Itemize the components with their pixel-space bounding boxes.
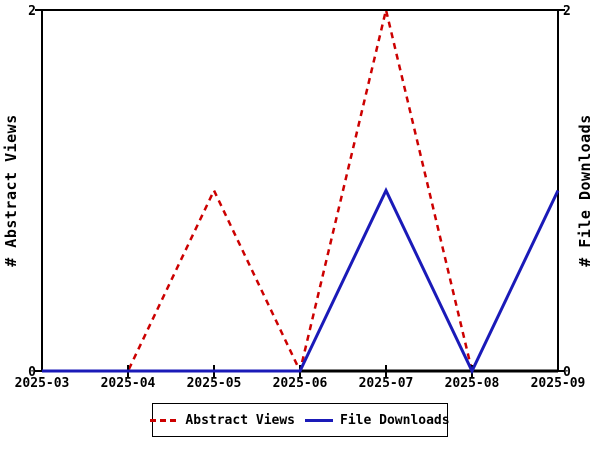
y-axis-label-left: # Abstract Views bbox=[2, 114, 20, 267]
y-tick-label-right: 2 bbox=[563, 4, 571, 19]
legend-dashed-line-icon bbox=[150, 418, 179, 422]
y-tick-label-right: 0 bbox=[563, 365, 571, 380]
x-tick-label: 2025-04 bbox=[101, 376, 156, 391]
legend-item-file-downloads: File Downloads bbox=[305, 413, 450, 428]
x-tick-label: 2025-05 bbox=[187, 376, 242, 391]
series-line-file-downloads bbox=[42, 187, 560, 375]
legend-item-abstract-views: Abstract Views bbox=[150, 413, 295, 428]
y-axis-label-right: # File Downloads bbox=[576, 114, 594, 267]
legend-solid-line-icon bbox=[305, 418, 333, 422]
legend-box: Abstract Views File Downloads bbox=[150, 403, 450, 437]
x-tick-label: 2025-03 bbox=[15, 376, 70, 391]
x-tick-label: 2025-08 bbox=[445, 376, 500, 391]
x-tick-label: 2025-07 bbox=[359, 376, 414, 391]
legend-label-abstract-views: Abstract Views bbox=[185, 412, 295, 428]
x-tick-label: 2025-06 bbox=[273, 376, 328, 391]
y-tick-label-left: 0 bbox=[28, 365, 36, 380]
series-line-abstract-views bbox=[42, 9, 558, 375]
legend-label-file-downloads: File Downloads bbox=[340, 412, 450, 428]
y-tick-label-left: 2 bbox=[28, 4, 36, 19]
x-tick-label: 2025-09 bbox=[531, 376, 586, 391]
plot-border bbox=[41, 9, 559, 372]
